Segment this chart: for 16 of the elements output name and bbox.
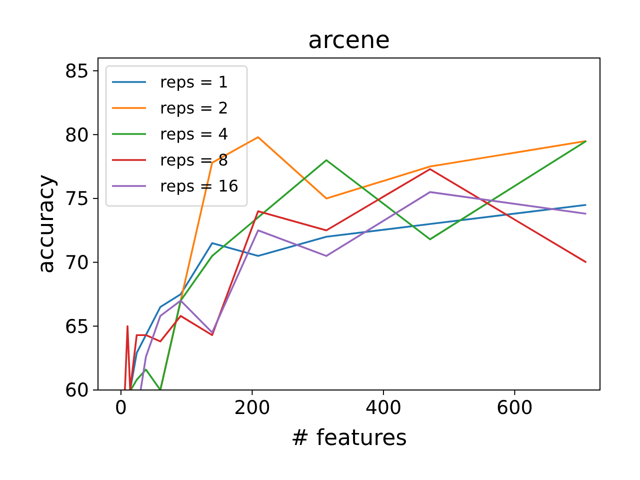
x-axis-title: # features	[290, 426, 408, 451]
x-tick-label: 600	[496, 397, 533, 419]
y-tick-label: 75	[64, 188, 89, 210]
legend-label: reps = 4	[160, 124, 228, 144]
chart-title: arcene	[308, 26, 390, 54]
x-tick-label: 200	[234, 397, 270, 419]
y-tick-label: 65	[64, 316, 89, 338]
x-tick-label: 0	[114, 397, 128, 419]
y-tick-label: 80	[64, 124, 89, 146]
y-tick-label: 60	[64, 380, 89, 402]
y-tick-label: 85	[64, 60, 89, 82]
x-tick-label: 400	[365, 397, 402, 419]
y-axis-title: accuracy	[34, 174, 59, 274]
legend-label: reps = 1	[160, 72, 228, 92]
legend-label: reps = 2	[160, 98, 228, 118]
y-tick-label: 70	[64, 252, 89, 274]
